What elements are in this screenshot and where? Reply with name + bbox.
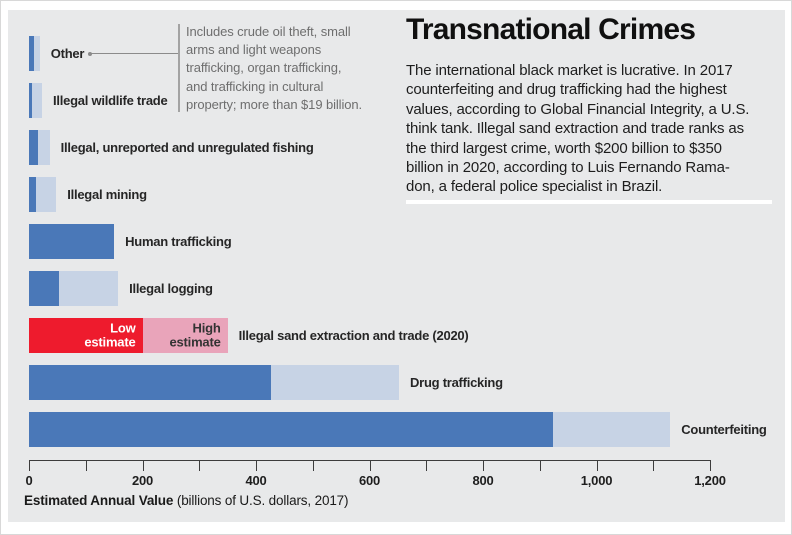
bar-low-segment	[29, 130, 38, 165]
axis-tick	[596, 460, 598, 471]
annotation-note: Includes crude oil theft, small arms and …	[186, 23, 362, 114]
intro-line: The international black market is lucrat…	[406, 62, 733, 79]
bar-label: Illegal logging	[129, 281, 213, 296]
axis-tick-label: 400	[245, 473, 267, 488]
axis-tick	[483, 460, 484, 471]
bar-label: Illegal mining	[67, 187, 147, 202]
intro-line: values, according to Global Financial In…	[406, 100, 750, 118]
bar-low-segment	[29, 83, 32, 118]
annotation-line: and trafficking in cultural	[186, 78, 324, 94]
bar-row-illegal-logging: Illegal logging	[29, 271, 769, 306]
annotation-vline	[178, 24, 180, 112]
bar-high-segment	[37, 130, 50, 165]
axis-caption-bold: Estimated Annual Value	[24, 493, 174, 508]
bar-low-segment	[29, 177, 36, 212]
divider-rule	[406, 200, 772, 204]
leader-dot	[88, 51, 92, 56]
axis-tick-label: 1,200	[694, 473, 726, 488]
axis-tick	[29, 460, 30, 471]
bar-row-illegal-sand-extraction-and-trade-2020: Low estimate High estimate Illegal sand ex…	[29, 318, 769, 353]
bar-high-segment	[58, 271, 119, 306]
axis-tick	[426, 460, 428, 471]
bar-label: Illegal wildlife trade	[53, 93, 168, 108]
leader-line	[88, 51, 178, 56]
bar-row-drug-trafficking: Drug trafficking	[29, 365, 769, 400]
annotation-line: trafficking, organ trafficking,	[186, 60, 342, 76]
low-estimate-label: Low estimate	[84, 320, 136, 350]
intro-paragraph: The international black market is lucrat…	[406, 61, 786, 197]
chart-title: Transnational Crimes	[406, 13, 696, 46]
axis-tick-label: 800	[472, 473, 494, 488]
bar-label: Human trafficking	[125, 234, 232, 249]
intro-line: think tank. Illegal sand extraction and …	[406, 120, 744, 138]
axis-tick	[539, 460, 541, 471]
bar-label: Drug trafficking	[410, 375, 503, 390]
bar-high-segment	[270, 365, 399, 400]
axis-tick-label: 200	[131, 473, 154, 488]
axis-tick-label: 600	[358, 473, 381, 488]
bar-high-segment	[552, 412, 671, 447]
bar-high-segment	[142, 318, 228, 353]
bar-row-human-trafficking: Human trafficking	[29, 224, 769, 259]
bar-low-segment	[29, 365, 271, 400]
bar-label: Other	[50, 46, 85, 61]
axis-tick-label: 1,000	[580, 473, 613, 488]
bar-low-segment	[29, 36, 35, 71]
bar-low-segment	[29, 271, 59, 306]
bar-low-segment	[29, 224, 115, 259]
annotation-line: arms and light weapons	[186, 42, 322, 58]
bar-high-segment	[34, 36, 40, 71]
bar-label: Illegal, unreported and unregulated fish…	[60, 140, 314, 155]
chart-panel: Transnational Crimes The international b…	[8, 10, 785, 522]
bar-low-segment	[29, 318, 143, 353]
axis-tick	[710, 460, 711, 471]
intro-line: the third largest crime, worth $200 bill…	[406, 139, 722, 157]
bar-low-segment	[29, 412, 553, 447]
intro-line: don, a federal police specialist in Braz…	[406, 178, 663, 196]
axis-caption-unit: (billions of U.S. dollars, 2017)	[173, 493, 349, 508]
intro-line: counterfeiting and drug trafficking had …	[406, 81, 727, 99]
high-estimate-label: High estimate	[169, 320, 221, 350]
axis-tick	[85, 460, 87, 471]
axis-tick	[653, 460, 655, 471]
axis-tick	[312, 460, 314, 471]
bar-label: Counterfeiting	[681, 422, 767, 437]
bar-row-counterfeiting: Counterfeiting	[29, 412, 769, 447]
intro-line: billion in 2020, according to Luis Ferna…	[406, 159, 730, 177]
axis-tick	[142, 460, 144, 471]
bar-row-illegal-unreported-and-unregulated-fishing: Illegal, unreported and unregulated fish…	[29, 130, 769, 165]
axis-tick	[256, 460, 257, 471]
axis-tick	[369, 460, 371, 471]
bar-row-illegal-mining: Illegal mining	[29, 177, 769, 212]
bar-label: Illegal sand extraction and trade (2020)	[238, 328, 469, 343]
annotation-line: Includes crude oil theft, small	[186, 24, 351, 39]
axis-tick	[199, 460, 201, 471]
annotation-line: property; more than $19 billion.	[186, 96, 363, 112]
axis-caption: Estimated Annual Value (billions of U.S.…	[24, 493, 349, 508]
bar-high-segment	[35, 177, 57, 212]
bar-high-segment	[31, 83, 43, 118]
bar-row-other: Other	[29, 36, 769, 71]
axis-tick-label: 0	[25, 473, 33, 488]
bar-row-illegal-wildlife-trade: Illegal wildlife trade	[29, 83, 769, 118]
